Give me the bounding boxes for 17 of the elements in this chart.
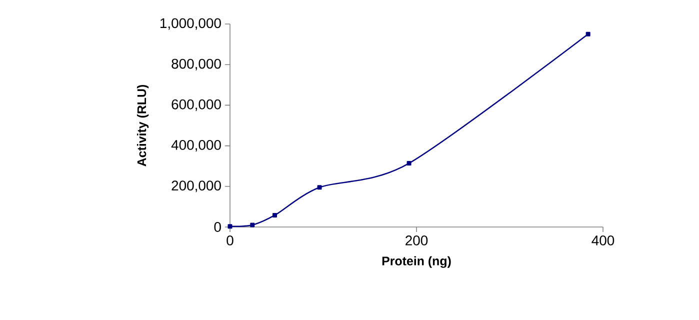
x-axis-title: Protein (ng): [382, 256, 451, 268]
point: [228, 224, 232, 229]
y-tick-label: 600,000: [172, 99, 221, 111]
y-tick-label: 1,000,000: [160, 18, 221, 30]
y-tick-label: 0: [214, 222, 221, 232]
point: [586, 32, 590, 36]
point: [317, 185, 322, 190]
x-tick-label: 0: [226, 236, 234, 246]
x-tick-label: 200: [406, 236, 428, 246]
y-tick-label: 800,000: [172, 58, 221, 70]
point: [250, 222, 255, 228]
y-axis-title: Activity (RLU): [136, 84, 149, 166]
point: [406, 161, 412, 166]
point: [272, 212, 278, 218]
x-tick-label: 400: [592, 236, 614, 246]
y-tick-label: 200,000: [172, 180, 221, 192]
y-tick-label: 400,000: [171, 140, 221, 152]
